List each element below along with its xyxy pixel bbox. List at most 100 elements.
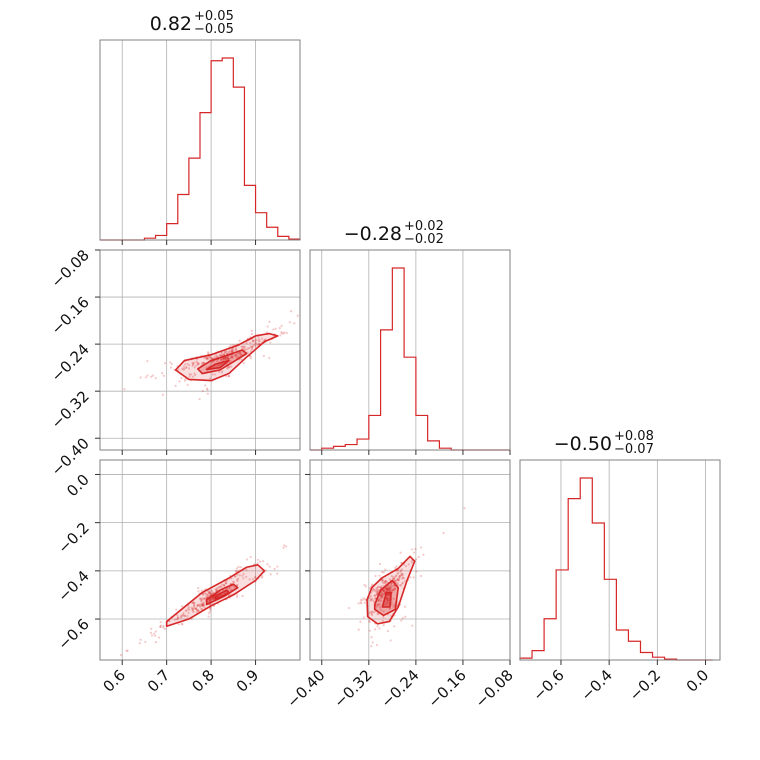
scatter-point (378, 602, 381, 606)
scatter-point (254, 576, 257, 579)
scatter-point (376, 612, 380, 616)
scatter-point (254, 339, 257, 342)
scatter-point (205, 357, 208, 361)
scatter-point (227, 357, 230, 360)
scatter-point (220, 357, 223, 361)
scatter-point (213, 355, 216, 358)
scatter-point (222, 353, 226, 356)
scatter-point (387, 586, 390, 590)
scatter-point (230, 350, 233, 353)
scatter-point (191, 609, 194, 612)
scatter-point (227, 357, 230, 361)
scatter-point (208, 590, 211, 593)
scatter-point (186, 614, 189, 618)
y-tick-label-1-1: −0.32 (48, 387, 93, 432)
scatter-point (210, 357, 214, 360)
y-tick-label-2-0: −0.6 (54, 615, 92, 653)
scatter-point (381, 593, 384, 596)
scatter-point (225, 357, 228, 360)
y-tick-label-2-1: −0.4 (54, 567, 92, 605)
scatter-point (207, 600, 210, 603)
scatter-point (242, 347, 246, 350)
scatter-point (220, 358, 223, 361)
scatter-point (185, 609, 188, 612)
scatter-point (228, 586, 232, 589)
scatter-point (234, 354, 238, 357)
scatter-point (227, 357, 230, 361)
scatter-point (194, 607, 197, 610)
scatter-point (393, 588, 397, 591)
scatter-point (236, 573, 239, 576)
scatter-point (413, 551, 416, 554)
scatter-point (234, 354, 237, 357)
scatter-point (231, 356, 234, 359)
scatter-point (381, 596, 384, 599)
scatter-point (201, 603, 205, 606)
scatter-point (379, 599, 382, 603)
scatter-point (375, 587, 378, 590)
scatter-point (236, 579, 239, 583)
scatter-point (238, 351, 241, 355)
scatter-point (391, 584, 394, 588)
scatter-point (371, 589, 374, 593)
scatter-point (212, 595, 216, 598)
y-tick-label-2-2: −0.2 (54, 519, 92, 557)
scatter-point (192, 610, 195, 614)
scatter-point (376, 585, 380, 589)
scatter-point (251, 345, 254, 348)
scatter-point (193, 602, 196, 605)
scatter-point (381, 579, 385, 582)
scatter-point (376, 603, 380, 606)
scatter-point (204, 592, 207, 595)
scatter-point (248, 346, 251, 350)
scatter-point (241, 594, 244, 598)
scatter-point (212, 596, 215, 599)
scatter-point (396, 582, 399, 585)
scatter-point (236, 355, 239, 359)
scatter-point (227, 374, 231, 378)
scatter-point (303, 313, 305, 315)
scatter-point (198, 604, 202, 608)
scatter-point (213, 604, 216, 608)
scatter-point (386, 588, 389, 591)
scatter-point (209, 599, 212, 602)
scatter-point (208, 591, 211, 594)
scatter-point (146, 360, 149, 363)
scatter-point (220, 352, 223, 355)
scatter-point (182, 368, 185, 371)
scatter-point (184, 609, 188, 612)
scatter-point (268, 565, 271, 568)
scatter-point (401, 576, 404, 579)
scatter-point (400, 574, 403, 577)
scatter-point (231, 349, 234, 352)
scatter-point (410, 561, 413, 564)
scatter-point (222, 357, 225, 360)
scatter-point (399, 569, 402, 572)
scatter-point (381, 581, 384, 584)
scatter-point (385, 587, 388, 590)
scatter-point (228, 586, 231, 590)
scatter-point (227, 375, 230, 378)
scatter-point (150, 375, 153, 378)
scatter-point (278, 327, 281, 330)
scatter-point (290, 310, 293, 313)
panel-1-0: −0.40−0.32−0.24−0.16−0.08 (48, 246, 326, 480)
scatter-point (181, 623, 184, 626)
panel-frame-2-0 (99, 459, 301, 661)
scatter-point (207, 612, 210, 615)
scatter-point (382, 610, 385, 613)
scatter-point (225, 375, 228, 378)
scatter-point (206, 387, 209, 390)
scatter-point (262, 354, 266, 358)
scatter-point (392, 589, 395, 592)
scatter-point (389, 639, 392, 642)
scatter-point (280, 331, 283, 334)
panel-frame-0-0 (99, 39, 301, 241)
scatter-point (381, 595, 384, 599)
scatter-point (193, 604, 196, 607)
scatter-point (256, 343, 260, 346)
scatter-point (387, 589, 391, 592)
scatter-point (139, 376, 142, 379)
scatter-point (324, 315, 326, 317)
